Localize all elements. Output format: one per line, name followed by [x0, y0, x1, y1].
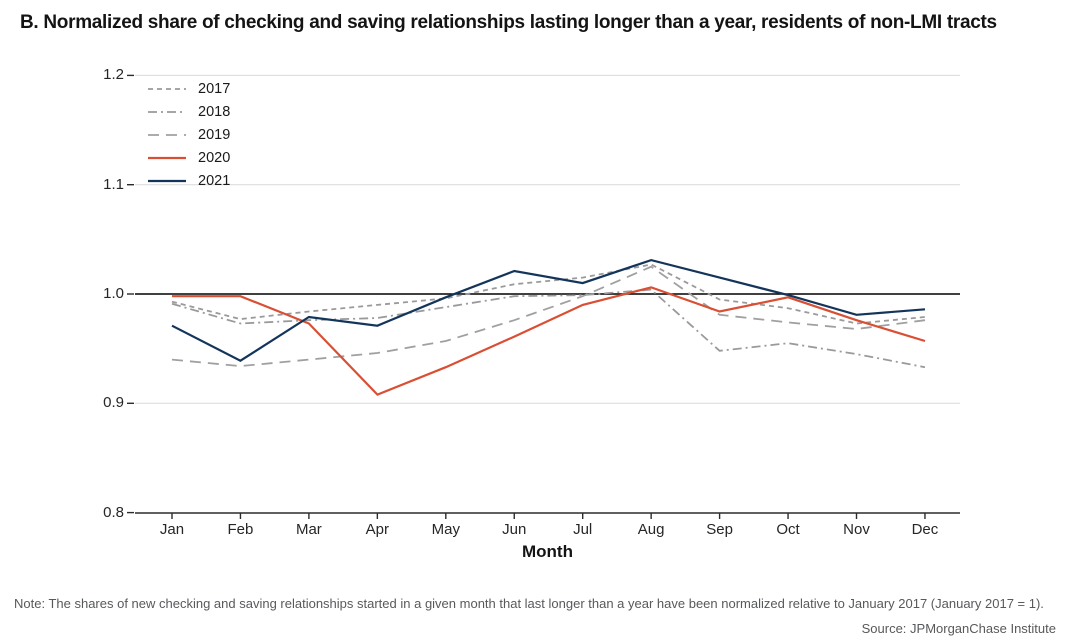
x-tick-label: Jan — [159, 521, 185, 538]
series-line-2019 — [171, 265, 926, 368]
y-tick-label: 0.9 — [103, 394, 124, 412]
series-line-2020 — [172, 286, 926, 396]
x-tick-label: Nov — [843, 521, 870, 538]
source-text: Source: JPMorganChase Institute — [861, 621, 1056, 636]
x-tick-label: Jul — [573, 521, 593, 538]
chart-title: B. Normalized share of checking and savi… — [20, 12, 997, 33]
y-tick-label: 1.2 — [103, 66, 124, 84]
x-tick-label: Feb — [227, 521, 254, 538]
x-tick-label: May — [431, 521, 460, 538]
y-tick-label: 1.1 — [103, 175, 124, 193]
x-tick-label: Dec — [911, 521, 939, 538]
series-line-2021 — [171, 258, 926, 362]
y-tick-label: 0.8 — [103, 503, 124, 521]
legend-label-2019: 2019 — [198, 127, 231, 143]
x-tick-label: Sep — [706, 521, 733, 538]
legend-label-2021: 2021 — [198, 173, 231, 189]
legend-label-2017: 2017 — [198, 81, 231, 97]
x-tick-label: Oct — [776, 521, 800, 538]
legend-label-2018: 2018 — [198, 104, 231, 120]
x-axis-title: Month — [522, 542, 573, 561]
x-tick-label: Apr — [365, 521, 390, 538]
series-line-2017 — [171, 263, 926, 325]
legend-label-2020: 2020 — [198, 150, 231, 166]
x-tick-label: Mar — [295, 521, 322, 538]
note-text: Note: The shares of new checking and sav… — [14, 596, 1044, 611]
x-tick-label: Aug — [637, 521, 665, 538]
series-line-2018 — [171, 288, 926, 369]
x-tick-label: Jun — [502, 521, 527, 538]
y-tick-label: 1.0 — [103, 285, 124, 302]
